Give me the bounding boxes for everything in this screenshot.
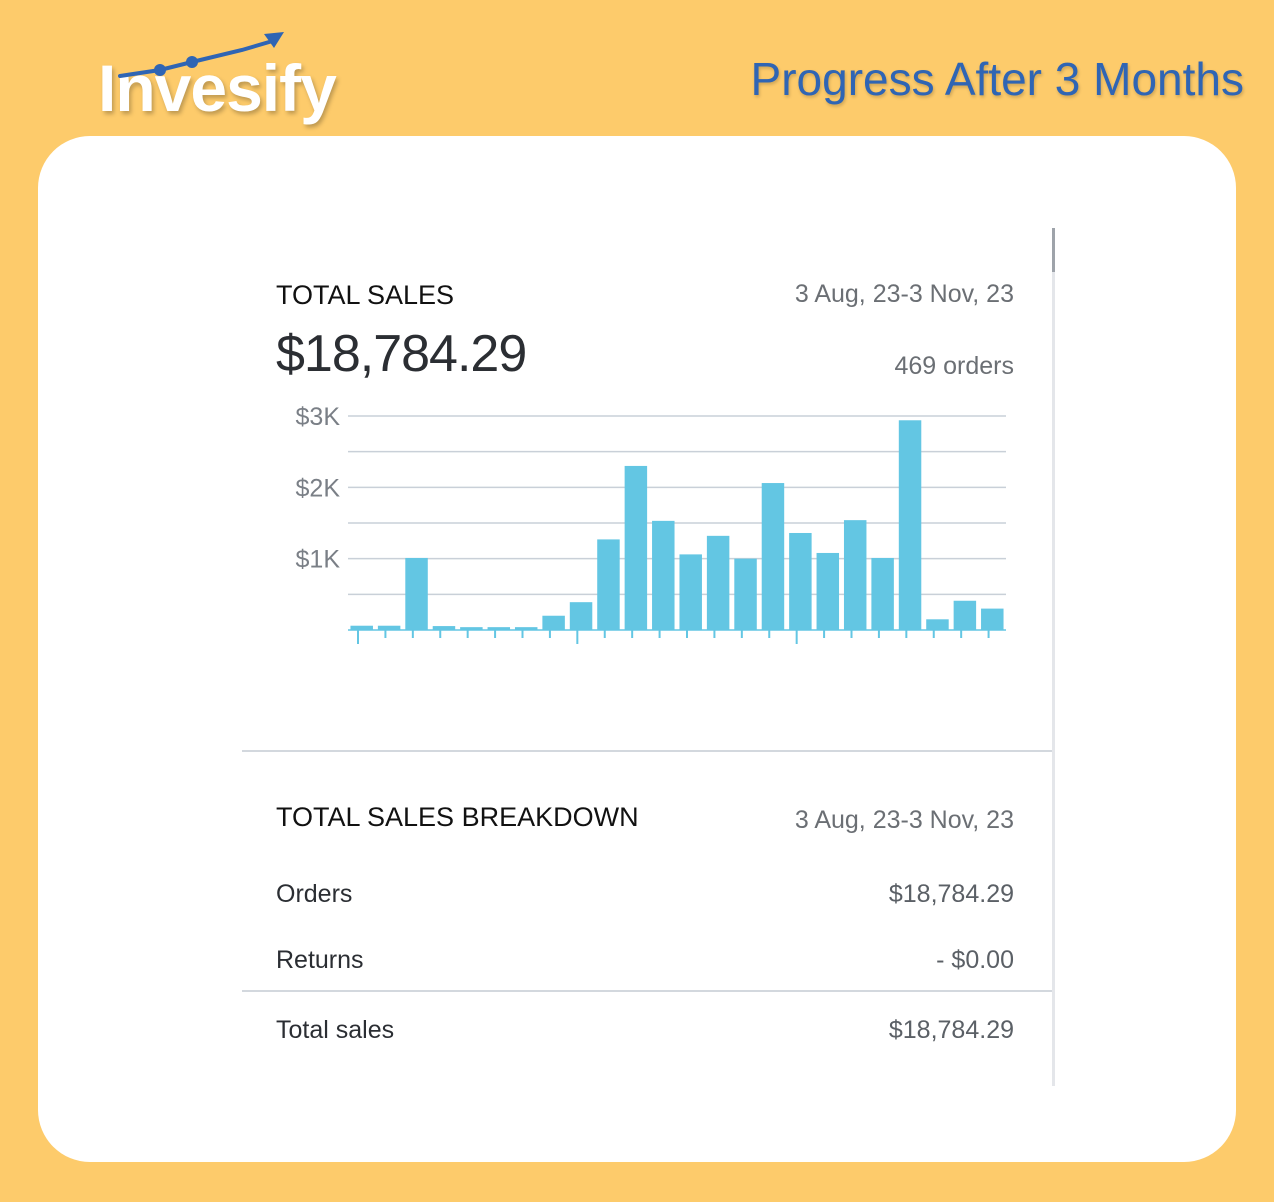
orders-label: Orders (276, 880, 353, 908)
chart-bar (624, 465, 648, 630)
breakdown-date-range[interactable]: 3 Aug, 23-3 Nov, 23 (794, 806, 1014, 834)
y-tick-label: $1K (296, 546, 341, 574)
total-divider (242, 990, 1052, 992)
chart-bar (652, 520, 675, 630)
total-sales-row-label: Total sales (276, 1016, 395, 1044)
chart-bar (789, 532, 812, 630)
page-headline: Progress After 3 Months (750, 53, 1244, 105)
chart-bar (350, 625, 373, 630)
returns-label: Returns (276, 946, 364, 974)
chart-bar (734, 558, 757, 630)
chart-bar (487, 627, 511, 630)
order-count: 469 orders (894, 352, 1014, 380)
chart-bar (460, 627, 483, 630)
brand-logo: Invesify (92, 28, 352, 138)
orders-value: $18,784.29 (888, 880, 1014, 908)
chart-bar (514, 627, 538, 630)
returns-value: - $0.00 (936, 946, 1014, 974)
sales-bar-chart: $3K $2K $1K (296, 403, 1006, 644)
total-sales-amount: $18,784.29 (276, 325, 527, 383)
section-divider (242, 750, 1052, 752)
sales-date-range[interactable]: 3 Aug, 23-3 Nov, 23 (794, 280, 1014, 308)
chart-bar (377, 625, 401, 630)
chart-bar (405, 557, 428, 630)
scrollbar[interactable] (1052, 228, 1055, 1086)
y-tick-label: $2K (296, 474, 341, 502)
chart-bar (898, 420, 922, 630)
chart-bar (981, 608, 1004, 630)
chart-bar (542, 615, 565, 630)
scrollbar-thumb[interactable] (1052, 228, 1055, 272)
sales-panel: TOTAL SALES 3 Aug, 23-3 Nov, 23 $18,784.… (242, 228, 1055, 1086)
trend-arrow-icon (118, 32, 284, 78)
total-sales-row-value: $18,784.29 (888, 1016, 1014, 1044)
report-card: TOTAL SALES 3 Aug, 23-3 Nov, 23 $18,784.… (38, 136, 1236, 1162)
chart-bar (843, 520, 867, 630)
chart-bar (953, 600, 977, 630)
chart-bar (432, 626, 456, 630)
chart-bar (597, 539, 620, 630)
chart-bar (816, 552, 840, 630)
chart-bar (679, 554, 702, 630)
breakdown-label: TOTAL SALES BREAKDOWN (276, 802, 639, 832)
y-tick-label: $3K (296, 403, 341, 431)
total-sales-label: TOTAL SALES (276, 280, 455, 310)
chart-bar (926, 619, 949, 630)
chart-bar (569, 602, 593, 630)
chart-bar (706, 535, 730, 630)
chart-bar (871, 557, 894, 630)
chart-bar (761, 483, 785, 630)
brand-name: Invesify (98, 51, 337, 125)
